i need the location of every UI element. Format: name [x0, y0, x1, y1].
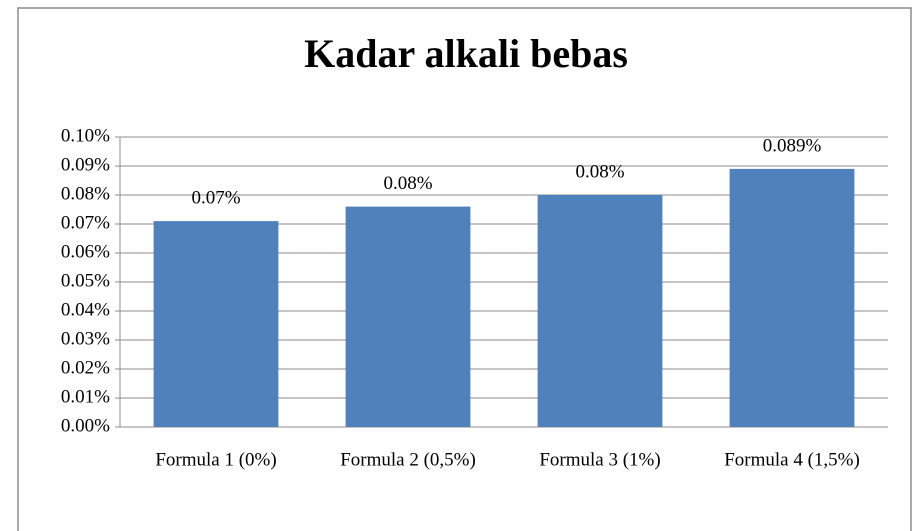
y-tick-label: 0.04%: [61, 299, 110, 320]
chart-title: Kadar alkali bebas: [304, 31, 628, 76]
x-tick-label: Formula 4 (1,5%): [724, 449, 860, 470]
value-label: 0.07%: [191, 187, 240, 208]
y-tick-label: 0.03%: [61, 328, 110, 349]
bar: [345, 206, 471, 427]
bar: [729, 168, 855, 427]
y-tick-label: 0.07%: [61, 212, 110, 233]
value-label: 0.08%: [575, 161, 624, 182]
bar: [537, 195, 663, 427]
y-tick-label: 0.02%: [61, 357, 110, 378]
y-tick-label: 0.06%: [61, 241, 110, 262]
y-tick-label: 0.09%: [61, 154, 110, 175]
value-label: 0.089%: [763, 135, 822, 156]
x-tick-label: Formula 3 (1%): [539, 449, 660, 470]
bar: [153, 221, 279, 427]
y-tick-label: 0.05%: [61, 270, 110, 291]
x-tick-label: Formula 2 (0,5%): [340, 449, 476, 470]
x-tick-label: Formula 1 (0%): [155, 449, 276, 470]
y-tick-label: 0.01%: [61, 386, 110, 407]
y-tick-label: 0.00%: [61, 415, 110, 436]
y-tick-label: 0.08%: [61, 183, 110, 204]
value-label: 0.08%: [383, 173, 432, 194]
y-tick-label: 0.10%: [61, 125, 110, 146]
